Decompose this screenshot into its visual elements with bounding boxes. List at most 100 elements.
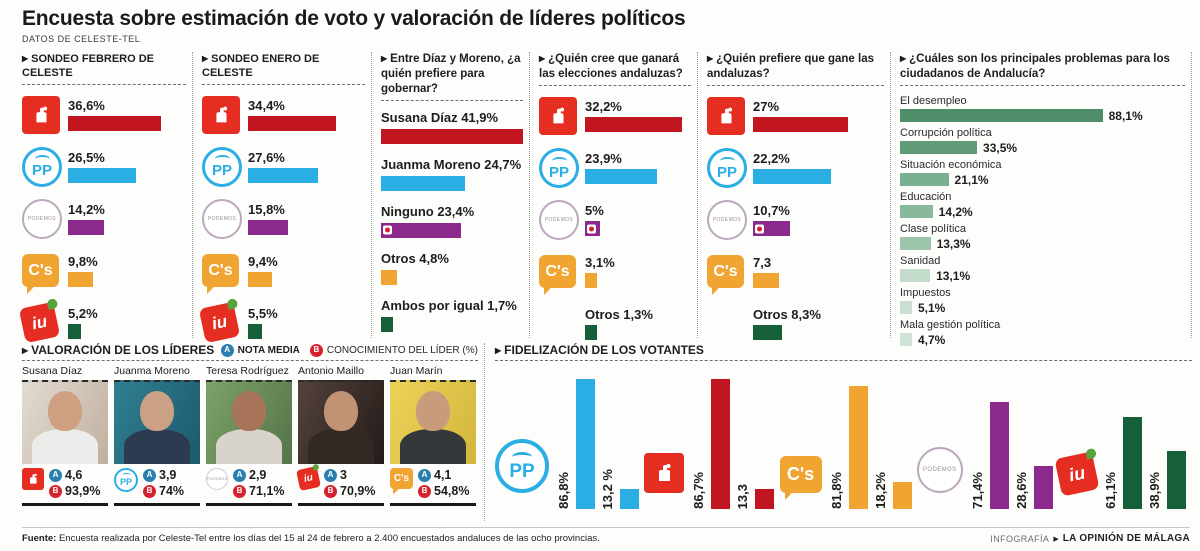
- leader-photo: [114, 380, 200, 464]
- bar-row-pp: PP 23,9%: [539, 147, 691, 189]
- bar-row-cs: C's 3,1%: [539, 251, 691, 296]
- conocimiento-icon: B: [309, 343, 323, 357]
- bar-row: Ninguno 23,4%: [381, 204, 523, 238]
- bar-value: 15,8%: [248, 202, 285, 218]
- bar: [900, 333, 912, 347]
- bar-fuga: [620, 489, 639, 509]
- bar-value: 32,2%: [585, 99, 622, 115]
- nota-media-icon: A: [49, 468, 62, 482]
- leader-photo: [206, 380, 292, 464]
- bar: [753, 325, 783, 341]
- bar-row-podemos: podemos 14,2%: [22, 198, 186, 240]
- problem-label: Corrupción política: [900, 126, 992, 139]
- conocimiento-value: 74%: [159, 484, 185, 498]
- bar-label: Ninguno 23,4%: [381, 203, 475, 219]
- underline: [22, 503, 108, 506]
- bar: [753, 169, 831, 185]
- panel-sondeo-febrero: ▶ SONDEO FEBRERO DE CELESTE 36,6% PP 26,5…: [18, 52, 192, 344]
- conocimiento-icon: B: [233, 484, 246, 498]
- fidelizacion-group-cs: C's 81,8% 18,2%: [779, 386, 912, 509]
- source-text: Encuesta realizada por Celeste-Tel entre…: [58, 533, 600, 544]
- bar: [68, 324, 82, 340]
- bar: [900, 205, 933, 219]
- leader-name: Teresa Rodríguez: [206, 365, 289, 377]
- bar-fuga: [1167, 450, 1186, 509]
- section-title: ▶ FIDELIZACIÓN DE LOS VOTANTES: [495, 343, 1192, 361]
- bar: [248, 168, 319, 184]
- bar-value: 14,2%: [938, 204, 973, 219]
- fidelizacion-bars: PP 86,8% 13,2 % 86,7% 13,3 C's 81,8%: [495, 365, 1192, 509]
- bottom-sections: ▶ VALORACIÓN DE LOS LÍDERES A NOTA MEDIA …: [22, 343, 1192, 521]
- pp-logo: PP: [495, 439, 549, 493]
- gull-icon: [214, 155, 230, 163]
- problem-row: Mala gestión política 4,7%: [900, 319, 1185, 347]
- pp-logo: PP: [114, 468, 138, 492]
- bar: [381, 175, 465, 191]
- problem-label: El desempleo: [900, 94, 967, 107]
- gull-icon: [512, 451, 532, 462]
- bar: [248, 324, 263, 340]
- section-valoracion-lideres: ▶ VALORACIÓN DE LOS LÍDERES A NOTA MEDIA …: [22, 343, 484, 521]
- problem-row: Corrupción política 33,5%: [900, 127, 1185, 155]
- bar-value: 33,5%: [983, 140, 1018, 155]
- bar: [68, 116, 162, 132]
- nota-media-icon: A: [143, 468, 156, 482]
- bar-fuga: [755, 489, 775, 509]
- bar-row-otros: Otros 1,3%: [539, 303, 691, 345]
- leader-card-juanma-moreno: Juanma Moreno PP A 3,9 B 74%: [114, 365, 200, 506]
- bar-row-psoe: 32,2%: [539, 95, 691, 137]
- bar-value: 4,7%: [918, 332, 946, 347]
- bar-value: 27%: [753, 99, 780, 115]
- bar-fuga: [1033, 466, 1053, 509]
- arrow-icon: ▶: [22, 54, 29, 63]
- bar-row-pp: PP 26,5%: [22, 146, 186, 188]
- bar-value: 5,1%: [918, 300, 946, 315]
- bar: [381, 316, 393, 332]
- bar-value: 81,8%: [828, 472, 844, 509]
- bar-row-podemos: podemos 5%: [539, 199, 691, 241]
- bar-row: Juanma Moreno 24,7%: [381, 157, 523, 191]
- panel-quien-prefiere-gane: ▶ ¿Quién prefiere que gane las andaluzas?…: [697, 52, 890, 341]
- bar: [900, 141, 978, 155]
- panel-title: ▶ SONDEO ENERO DE CELESTE: [202, 52, 365, 85]
- fidelizacion-group-psoe: 86,7% 13,3: [644, 378, 775, 509]
- fidelizacion-group-pp: PP 86,8% 13,2 %: [495, 378, 639, 509]
- fidelizacion-group-iu: iu 61,1% 38,9%: [1054, 417, 1186, 509]
- underline: [298, 503, 384, 506]
- section-fidelizacion: ▶ FIDELIZACIÓN DE LOS VOTANTES PP 86,8% 1…: [484, 343, 1192, 521]
- conocimiento-icon: B: [418, 484, 431, 498]
- mini-badge-icon: [755, 224, 764, 234]
- bar-row-cs: C's 7,3: [707, 251, 884, 296]
- legend-conocimiento-label: CONOCIMIENTO DEL LÍDER (%): [326, 344, 478, 356]
- bar-row-podemos: podemos 10,7%: [707, 199, 884, 241]
- problem-row: Impuestos 5,1%: [900, 287, 1185, 315]
- underline: [206, 503, 292, 506]
- bar-fiel: [711, 378, 731, 509]
- section-title: ▶ VALORACIÓN DE LOS LÍDERES: [22, 343, 215, 357]
- bar-value: 5,2%: [68, 306, 98, 322]
- credit-name: LA OPINIÓN DE MÁLAGA: [1062, 533, 1190, 544]
- arrow-icon: ▶: [1053, 535, 1059, 543]
- problem-row: Educación 14,2%: [900, 191, 1185, 219]
- leader-cards: Susana Díaz A 4,6 B 93,9% Juanma Moreno: [22, 365, 478, 506]
- nota-media-icon: A: [220, 343, 234, 357]
- leader-name: Juan Marín: [390, 365, 443, 377]
- arrow-icon: ▶: [539, 54, 546, 63]
- bar-row-iu: iu 5,5%: [198, 301, 365, 344]
- bar-value: 13,1%: [936, 268, 971, 283]
- bar-label: Otros 4,8%: [381, 250, 449, 266]
- bar-label: Juanma Moreno 24,7%: [381, 156, 522, 172]
- nota-value: 2,9: [249, 468, 267, 482]
- bar: [248, 272, 272, 288]
- bar-value: 27,6%: [248, 150, 285, 166]
- bar-fiel: [989, 401, 1009, 509]
- problem-label: Sanidad: [900, 254, 941, 267]
- bar-row: Susana Díaz 41,9%: [381, 110, 524, 144]
- arrow-icon: ▶: [495, 346, 502, 355]
- nota-value: 4,1: [434, 468, 452, 482]
- bar-value: 34,4%: [248, 98, 285, 114]
- page-subtitle: DATOS DE CELESTE-TEL: [22, 34, 141, 44]
- ciudadanos-logo: C's: [202, 254, 239, 295]
